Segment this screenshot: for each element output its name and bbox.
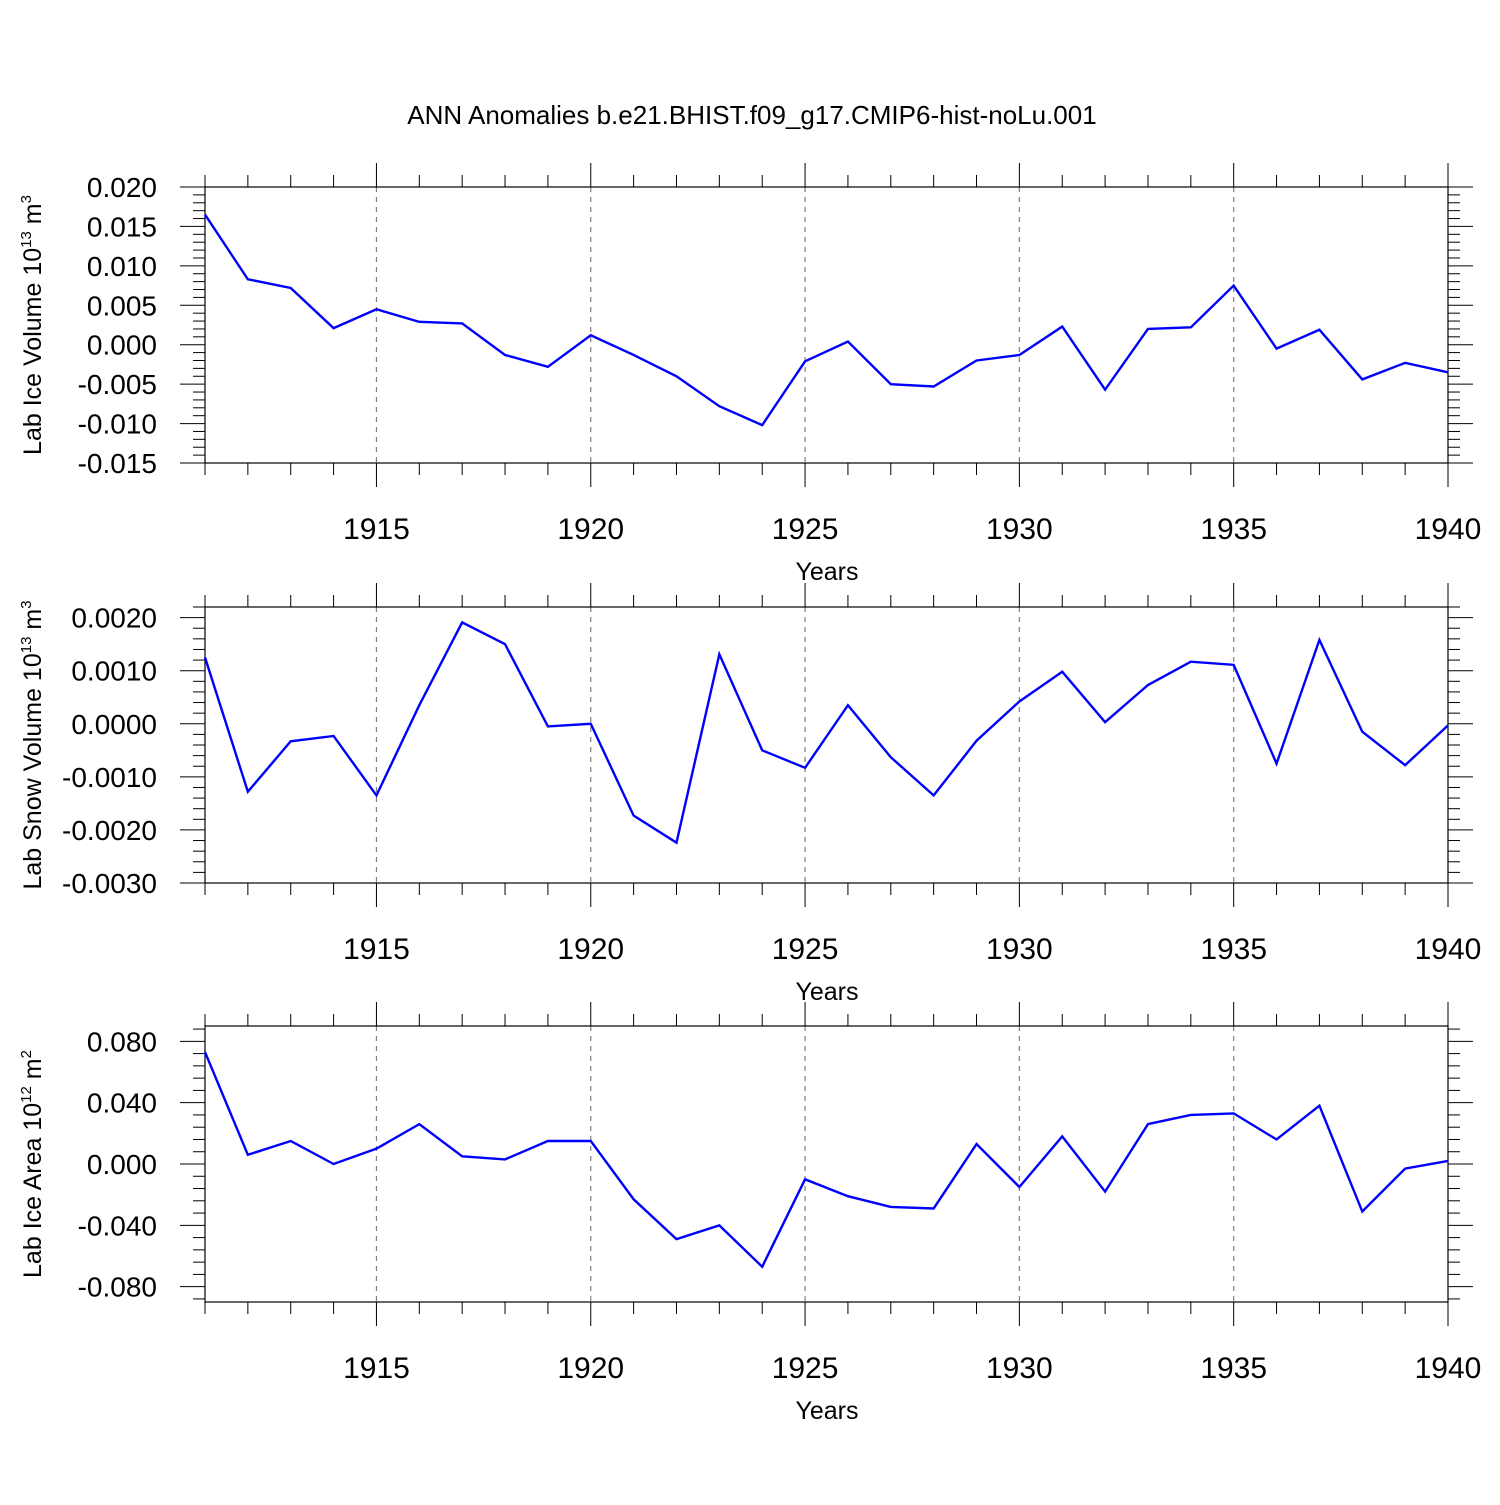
y-tick-label: -0.0010 <box>62 762 157 793</box>
x-axis-title: Years <box>795 1397 858 1425</box>
y-axis-title: Lab Ice Volume 1013 m3 <box>18 195 47 455</box>
y-axis-title: Lab Ice Area 1012 m2 <box>18 1050 47 1278</box>
y-axis-title-unit-exponent: 2 <box>18 1050 35 1058</box>
x-axis-title: Years <box>795 558 858 586</box>
chart-title: ANN Anomalies b.e21.BHIST.f09_g17.CMIP6-… <box>407 100 1096 130</box>
y-tick-label: -0.080 <box>78 1272 157 1303</box>
x-tick-label: 1935 <box>1200 513 1267 546</box>
y-tick-label: -0.040 <box>78 1210 157 1241</box>
x-tick-label: 1940 <box>1415 513 1482 546</box>
x-tick-label: 1930 <box>986 513 1053 546</box>
plot-frame <box>204 606 1449 884</box>
y-tick-label: -0.0020 <box>62 815 157 846</box>
y-tick-label: 0.015 <box>87 211 157 242</box>
x-tick-label: 1915 <box>343 1352 410 1385</box>
x-tick-label: 1935 <box>1200 1352 1267 1385</box>
series-line <box>203 1051 1449 1269</box>
y-tick-label: -0.005 <box>78 369 157 400</box>
x-tick-label: 1920 <box>557 1352 624 1385</box>
x-tick-label: 1920 <box>557 513 624 546</box>
x-tick-label: 1925 <box>772 933 839 966</box>
y-tick-label: 0.040 <box>87 1088 157 1119</box>
x-tick-label: 1925 <box>772 1352 839 1385</box>
x-axis-title: Years <box>795 978 858 1006</box>
x-tick-label: 1925 <box>772 513 839 546</box>
y-tick-label: -0.0030 <box>62 868 157 899</box>
y-axis-title-unit-exponent: 3 <box>18 600 35 608</box>
y-tick-label: 0.000 <box>87 330 157 361</box>
series-line <box>203 620 1449 845</box>
x-tick-label: 1940 <box>1415 933 1482 966</box>
y-axis-title-main: Lab Snow Volume 10 <box>19 653 47 889</box>
x-tick-label: 1940 <box>1415 1352 1482 1385</box>
panel-1: 0.020 0.015 0.010 0.005 0.000 -0.005 -0.010 -0.… <box>18 163 1481 586</box>
series-line <box>203 213 1449 427</box>
y-tick-label: 0.0020 <box>71 603 157 634</box>
y-axis-title: Lab Snow Volume 1013 m3 <box>18 600 47 889</box>
x-tick-label: 1935 <box>1200 933 1267 966</box>
y-axis-title-unit: m <box>19 203 47 231</box>
panel-2: 0.0020 0.0010 0.0000 -0.0010 -0.0020 -0.0030 1… <box>18 583 1481 1006</box>
x-tick-label: 1920 <box>557 933 624 966</box>
x-tick-label: 1915 <box>343 513 410 546</box>
y-tick-label: 0.010 <box>87 251 157 282</box>
y-tick-label: 0.005 <box>87 290 157 321</box>
y-axis-title-unit: m <box>19 1058 47 1086</box>
plot-frame <box>204 186 1449 464</box>
x-tick-label: 1915 <box>343 933 410 966</box>
y-tick-label: 0.080 <box>87 1026 157 1057</box>
y-axis-title-exponent: 13 <box>18 637 35 654</box>
panel-3: 0.080 0.040 0.000 -0.040 -0.080 1915 1920 1925 1… <box>18 1002 1481 1425</box>
y-axis-title-main: Lab Ice Area 10 <box>19 1103 47 1278</box>
y-tick-label: 0.000 <box>87 1149 157 1180</box>
y-axis-title-unit: m <box>19 609 47 637</box>
plot-frame <box>204 1025 1449 1303</box>
y-tick-label: 0.0000 <box>71 709 157 740</box>
y-axis-title-exponent: 13 <box>18 231 35 248</box>
y-axis-title-main: Lab Ice Volume 10 <box>19 248 47 455</box>
y-tick-label: -0.010 <box>78 409 157 440</box>
x-tick-label: 1930 <box>986 1352 1053 1385</box>
y-axis-title-exponent: 12 <box>18 1086 35 1103</box>
y-tick-label: 0.020 <box>87 172 157 203</box>
y-axis-title-unit-exponent: 3 <box>18 195 35 203</box>
y-tick-label: 0.0010 <box>71 656 157 687</box>
x-tick-label: 1930 <box>986 933 1053 966</box>
y-tick-label: -0.015 <box>78 448 157 479</box>
